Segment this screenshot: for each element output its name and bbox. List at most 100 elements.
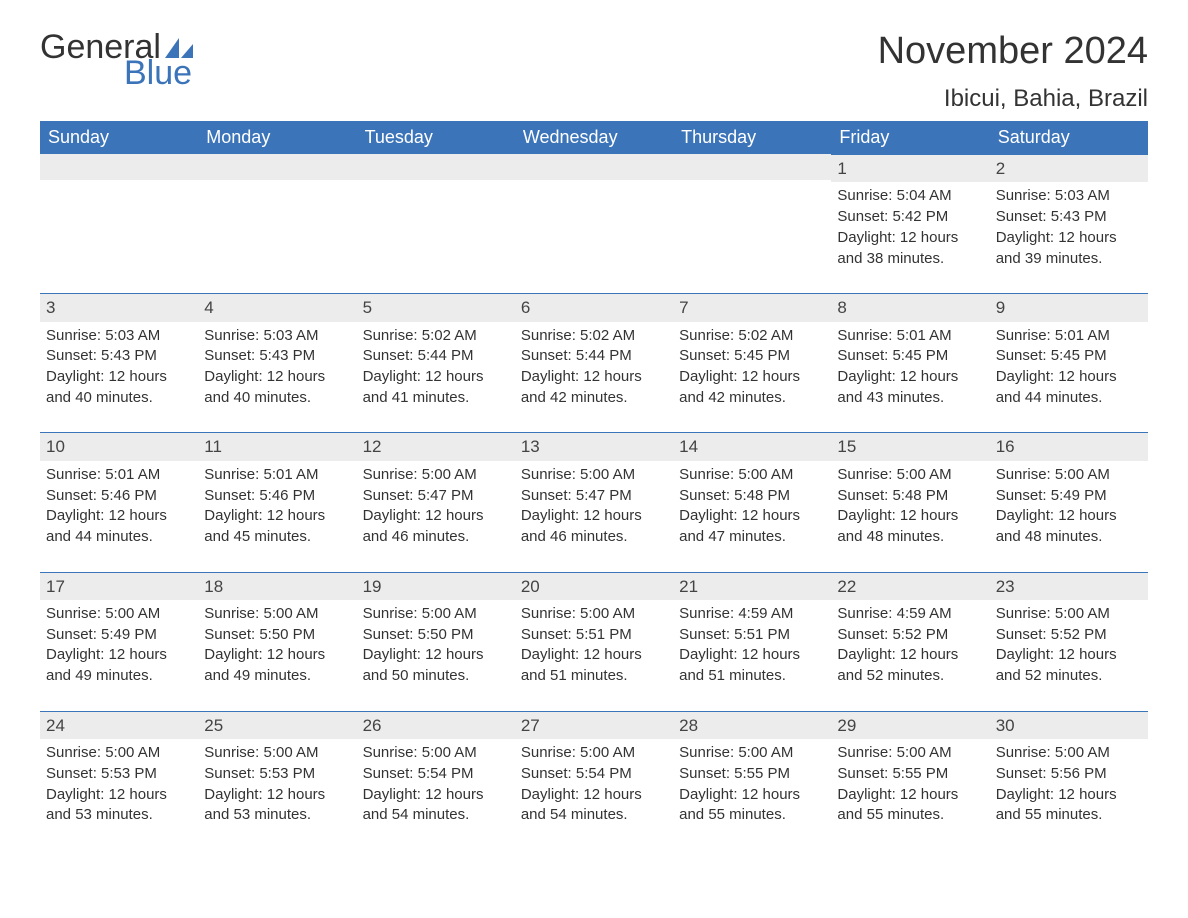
day-number: 15 bbox=[831, 432, 989, 460]
day-number: 5 bbox=[357, 293, 515, 321]
sunrise-line: Sunrise: 5:03 AM bbox=[996, 186, 1142, 207]
sunset-line: Sunset: 5:45 PM bbox=[996, 346, 1142, 367]
sunrise-line: Sunrise: 5:00 AM bbox=[996, 743, 1142, 764]
calendar-day-cell: 20Sunrise: 5:00 AMSunset: 5:51 PMDayligh… bbox=[515, 572, 673, 711]
daylight-line: Daylight: 12 hours and 46 minutes. bbox=[521, 506, 667, 547]
calendar-day-cell: 27 Sunrise: 5:00 AMSunset: 5:54 PMDayligh… bbox=[515, 711, 673, 850]
calendar-day-cell: 6Sunrise: 5:02 AMSunset: 5:44 PMDaylight… bbox=[515, 293, 673, 432]
daylight-line: Daylight: 12 hours and 52 minutes. bbox=[837, 645, 983, 686]
calendar-day-cell: 15 Sunrise: 5:00 AMSunset: 5:48 PMDayligh… bbox=[831, 432, 989, 571]
location: Ibicui, Bahia, Brazil bbox=[878, 85, 1148, 113]
day-details: Sunrise: 5:02 AMSunset: 5:45 PMDaylight:… bbox=[673, 326, 831, 409]
daylight-line: Daylight: 12 hours and 41 minutes. bbox=[363, 367, 509, 408]
sunset-line: Sunset: 5:56 PM bbox=[996, 764, 1142, 785]
page-title: November 2024 bbox=[878, 30, 1148, 73]
sunset-line: Sunset: 5:55 PM bbox=[679, 764, 825, 785]
sunrise-line: Sunrise: 5:01 AM bbox=[837, 326, 983, 347]
logo: General Blue bbox=[40, 30, 193, 90]
day-details: Sunrise: 4:59 AMSunset: 5:52 PMDaylight:… bbox=[831, 604, 989, 687]
day-number: 9 bbox=[990, 293, 1148, 321]
sunset-line: Sunset: 5:45 PM bbox=[837, 346, 983, 367]
calendar-day-cell: 9 Sunrise: 5:01 AMSunset: 5:45 PMDaylight… bbox=[990, 293, 1148, 432]
day-details: Sunrise: 5:00 AMSunset: 5:54 PMDaylight:… bbox=[515, 743, 673, 826]
daylight-line: Daylight: 12 hours and 44 minutes. bbox=[996, 367, 1142, 408]
sunset-line: Sunset: 5:49 PM bbox=[996, 486, 1142, 507]
calendar-day-cell: 14Sunrise: 5:00 AMSunset: 5:48 PMDayligh… bbox=[673, 432, 831, 571]
day-number: 7 bbox=[673, 293, 831, 321]
weekday-header: Friday bbox=[831, 121, 989, 154]
sunrise-line: Sunrise: 5:02 AM bbox=[363, 326, 509, 347]
weekday-header: Wednesday bbox=[515, 121, 673, 154]
sunrise-line: Sunrise: 5:01 AM bbox=[996, 326, 1142, 347]
empty-day-stripe bbox=[40, 154, 198, 180]
empty-day-stripe bbox=[673, 154, 831, 180]
calendar-day-cell: 16Sunrise: 5:00 AMSunset: 5:49 PMDayligh… bbox=[990, 432, 1148, 571]
sunrise-line: Sunrise: 5:00 AM bbox=[204, 743, 350, 764]
day-details: Sunrise: 5:00 AMSunset: 5:56 PMDaylight:… bbox=[990, 743, 1148, 826]
sunrise-line: Sunrise: 5:03 AM bbox=[46, 326, 192, 347]
calendar-day-cell: 24Sunrise: 5:00 AMSunset: 5:53 PMDayligh… bbox=[40, 711, 198, 850]
weekday-header: Tuesday bbox=[357, 121, 515, 154]
sunrise-line: Sunrise: 5:00 AM bbox=[521, 743, 667, 764]
calendar-day-cell: 3Sunrise: 5:03 AMSunset: 5:43 PMDaylight… bbox=[40, 293, 198, 432]
calendar-day-cell: 7 Sunrise: 5:02 AMSunset: 5:45 PMDaylight… bbox=[673, 293, 831, 432]
day-number: 13 bbox=[515, 432, 673, 460]
day-number: 4 bbox=[198, 293, 356, 321]
calendar-day-cell: 18Sunrise: 5:00 AMSunset: 5:50 PMDayligh… bbox=[198, 572, 356, 711]
calendar-week-row: 1Sunrise: 5:04 AMSunset: 5:42 PMDaylight… bbox=[40, 154, 1148, 293]
sunrise-line: Sunrise: 5:00 AM bbox=[521, 604, 667, 625]
calendar-week-row: 10Sunrise: 5:01 AMSunset: 5:46 PMDayligh… bbox=[40, 432, 1148, 571]
daylight-line: Daylight: 12 hours and 51 minutes. bbox=[521, 645, 667, 686]
daylight-line: Daylight: 12 hours and 48 minutes. bbox=[837, 506, 983, 547]
sunset-line: Sunset: 5:44 PM bbox=[521, 346, 667, 367]
day-details: Sunrise: 5:00 AMSunset: 5:49 PMDaylight:… bbox=[990, 465, 1148, 548]
calendar-day-cell: 10Sunrise: 5:01 AMSunset: 5:46 PMDayligh… bbox=[40, 432, 198, 571]
sunset-line: Sunset: 5:48 PM bbox=[837, 486, 983, 507]
day-details: Sunrise: 5:00 AMSunset: 5:49 PMDaylight:… bbox=[40, 604, 198, 687]
calendar-week-row: 3Sunrise: 5:03 AMSunset: 5:43 PMDaylight… bbox=[40, 293, 1148, 432]
daylight-line: Daylight: 12 hours and 42 minutes. bbox=[521, 367, 667, 408]
calendar-day-cell: 22 Sunrise: 4:59 AMSunset: 5:52 PMDayligh… bbox=[831, 572, 989, 711]
sunset-line: Sunset: 5:52 PM bbox=[996, 625, 1142, 646]
day-number: 1 bbox=[831, 154, 989, 182]
sunrise-line: Sunrise: 5:00 AM bbox=[363, 743, 509, 764]
day-number: 27 bbox=[515, 711, 673, 739]
sunset-line: Sunset: 5:53 PM bbox=[204, 764, 350, 785]
sunrise-line: Sunrise: 5:00 AM bbox=[363, 465, 509, 486]
daylight-line: Daylight: 12 hours and 51 minutes. bbox=[679, 645, 825, 686]
sunrise-line: Sunrise: 5:02 AM bbox=[679, 326, 825, 347]
day-number: 22 bbox=[831, 572, 989, 600]
daylight-line: Daylight: 12 hours and 43 minutes. bbox=[837, 367, 983, 408]
daylight-line: Daylight: 12 hours and 49 minutes. bbox=[46, 645, 192, 686]
day-details: Sunrise: 5:01 AMSunset: 5:45 PMDaylight:… bbox=[831, 326, 989, 409]
day-details: Sunrise: 5:00 AMSunset: 5:52 PMDaylight:… bbox=[990, 604, 1148, 687]
daylight-line: Daylight: 12 hours and 49 minutes. bbox=[204, 645, 350, 686]
day-number: 20 bbox=[515, 572, 673, 600]
daylight-line: Daylight: 12 hours and 53 minutes. bbox=[46, 785, 192, 826]
day-details: Sunrise: 5:00 AMSunset: 5:53 PMDaylight:… bbox=[40, 743, 198, 826]
day-details: Sunrise: 5:01 AMSunset: 5:45 PMDaylight:… bbox=[990, 326, 1148, 409]
calendar-day-cell: 4Sunrise: 5:03 AMSunset: 5:43 PMDaylight… bbox=[198, 293, 356, 432]
sunset-line: Sunset: 5:54 PM bbox=[521, 764, 667, 785]
day-number: 28 bbox=[673, 711, 831, 739]
daylight-line: Daylight: 12 hours and 50 minutes. bbox=[363, 645, 509, 686]
day-details: Sunrise: 5:00 AMSunset: 5:53 PMDaylight:… bbox=[198, 743, 356, 826]
sunset-line: Sunset: 5:45 PM bbox=[679, 346, 825, 367]
day-details: Sunrise: 5:00 AMSunset: 5:55 PMDaylight:… bbox=[831, 743, 989, 826]
sunset-line: Sunset: 5:47 PM bbox=[363, 486, 509, 507]
day-details: Sunrise: 5:02 AMSunset: 5:44 PMDaylight:… bbox=[515, 326, 673, 409]
title-block: November 2024 Ibicui, Bahia, Brazil bbox=[878, 30, 1148, 113]
calendar-day-cell: 12Sunrise: 5:00 AMSunset: 5:47 PMDayligh… bbox=[357, 432, 515, 571]
calendar-day-cell: 29Sunrise: 5:00 AMSunset: 5:55 PMDayligh… bbox=[831, 711, 989, 850]
sunrise-line: Sunrise: 5:00 AM bbox=[46, 743, 192, 764]
weekday-header: Saturday bbox=[990, 121, 1148, 154]
day-details: Sunrise: 5:00 AMSunset: 5:48 PMDaylight:… bbox=[831, 465, 989, 548]
daylight-line: Daylight: 12 hours and 55 minutes. bbox=[837, 785, 983, 826]
calendar-day-cell: 17Sunrise: 5:00 AMSunset: 5:49 PMDayligh… bbox=[40, 572, 198, 711]
daylight-line: Daylight: 12 hours and 55 minutes. bbox=[679, 785, 825, 826]
daylight-line: Daylight: 12 hours and 53 minutes. bbox=[204, 785, 350, 826]
daylight-line: Daylight: 12 hours and 44 minutes. bbox=[46, 506, 192, 547]
day-details: Sunrise: 5:00 AMSunset: 5:54 PMDaylight:… bbox=[357, 743, 515, 826]
sunrise-line: Sunrise: 5:02 AM bbox=[521, 326, 667, 347]
sunrise-line: Sunrise: 5:00 AM bbox=[996, 465, 1142, 486]
